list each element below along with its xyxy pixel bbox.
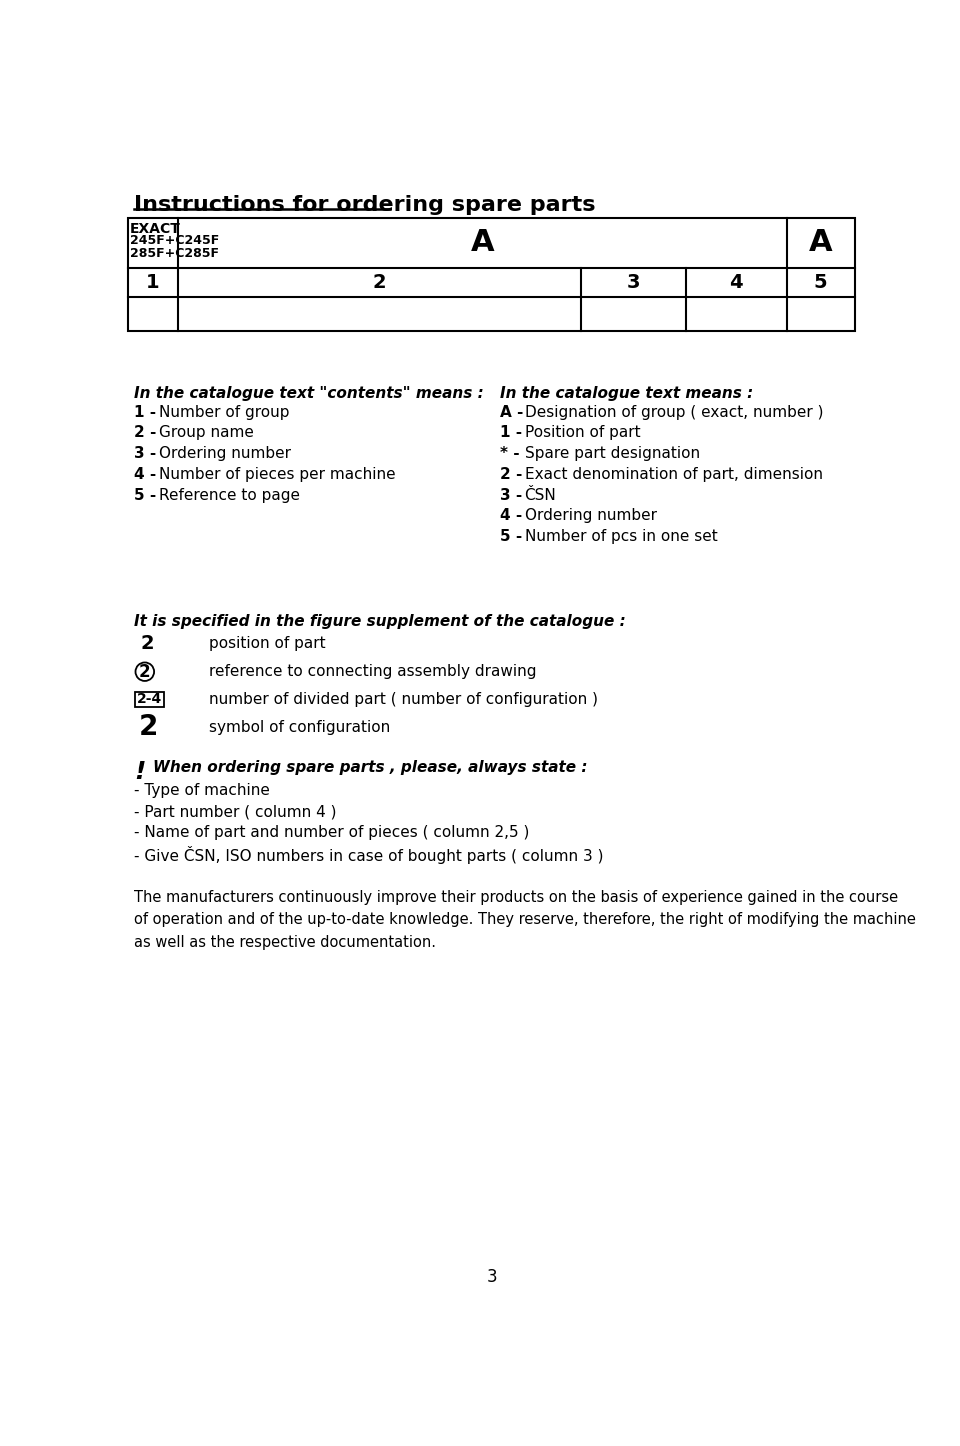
- Text: 4 -: 4 -: [500, 509, 522, 523]
- Text: - Give ČSN, ISO numbers in case of bought parts ( column 3 ): - Give ČSN, ISO numbers in case of bough…: [134, 846, 604, 863]
- Text: Number of pieces per machine: Number of pieces per machine: [158, 467, 396, 482]
- Text: position of part: position of part: [209, 636, 325, 652]
- Text: - Type of machine: - Type of machine: [134, 784, 270, 798]
- Text: 5: 5: [814, 273, 828, 292]
- Text: 285F+C285F: 285F+C285F: [130, 247, 219, 260]
- Text: 3: 3: [487, 1268, 497, 1287]
- Text: EXACT: EXACT: [130, 223, 180, 236]
- Text: In the catalogue text "contents" means :: In the catalogue text "contents" means :: [134, 386, 484, 401]
- Text: 1: 1: [146, 273, 159, 292]
- Text: Number of pcs in one set: Number of pcs in one set: [524, 529, 717, 544]
- Text: Ordering number: Ordering number: [158, 447, 291, 461]
- Text: !: !: [134, 761, 145, 784]
- Bar: [134, 691, 164, 707]
- Text: 2 -: 2 -: [500, 467, 522, 482]
- Text: Ordering number: Ordering number: [524, 509, 657, 523]
- Text: Position of part: Position of part: [524, 425, 640, 441]
- Text: * -: * -: [500, 447, 519, 461]
- Text: A -: A -: [500, 405, 523, 419]
- Text: 2: 2: [139, 662, 151, 681]
- Text: Group name: Group name: [158, 425, 253, 441]
- Text: 2-4: 2-4: [137, 693, 162, 707]
- Text: - Name of part and number of pieces ( column 2,5 ): - Name of part and number of pieces ( co…: [134, 824, 529, 840]
- Text: 4 -: 4 -: [134, 467, 156, 482]
- Text: When ordering spare parts , please, always state :: When ordering spare parts , please, alwa…: [153, 761, 588, 775]
- Text: It is specified in the figure supplement of the catalogue :: It is specified in the figure supplement…: [134, 615, 626, 629]
- Text: 2: 2: [138, 713, 158, 742]
- Text: 3: 3: [627, 273, 640, 292]
- Text: 2: 2: [372, 273, 387, 292]
- Text: 3 -: 3 -: [500, 487, 522, 503]
- Text: 1 -: 1 -: [500, 425, 522, 441]
- Text: 5 -: 5 -: [500, 529, 522, 544]
- Text: Designation of group ( exact, number ): Designation of group ( exact, number ): [524, 405, 823, 419]
- Text: The manufacturers continuously improve their products on the basis of experience: The manufacturers continuously improve t…: [134, 889, 916, 950]
- Text: In the catalogue text means :: In the catalogue text means :: [500, 386, 753, 401]
- Text: 2: 2: [140, 635, 154, 654]
- Bar: [128, 218, 854, 331]
- Text: number of divided part ( number of configuration ): number of divided part ( number of confi…: [209, 693, 598, 707]
- Text: symbol of configuration: symbol of configuration: [209, 720, 391, 735]
- Text: reference to connecting assembly drawing: reference to connecting assembly drawing: [209, 664, 537, 680]
- Text: 4: 4: [730, 273, 743, 292]
- Text: Exact denomination of part, dimension: Exact denomination of part, dimension: [524, 467, 823, 482]
- Text: 1 -: 1 -: [134, 405, 156, 419]
- Text: Reference to page: Reference to page: [158, 487, 300, 503]
- Text: Number of group: Number of group: [158, 405, 289, 419]
- Text: ČSN: ČSN: [524, 487, 556, 503]
- Text: 245F+C245F: 245F+C245F: [130, 234, 219, 247]
- Text: A: A: [470, 228, 494, 257]
- Text: 5 -: 5 -: [134, 487, 156, 503]
- Text: Spare part designation: Spare part designation: [524, 447, 700, 461]
- Text: 3 -: 3 -: [134, 447, 156, 461]
- Text: - Part number ( column 4 ): - Part number ( column 4 ): [134, 804, 336, 818]
- Text: Instructions for ordering spare parts: Instructions for ordering spare parts: [134, 195, 595, 215]
- Text: A: A: [808, 228, 832, 257]
- Text: 2 -: 2 -: [134, 425, 156, 441]
